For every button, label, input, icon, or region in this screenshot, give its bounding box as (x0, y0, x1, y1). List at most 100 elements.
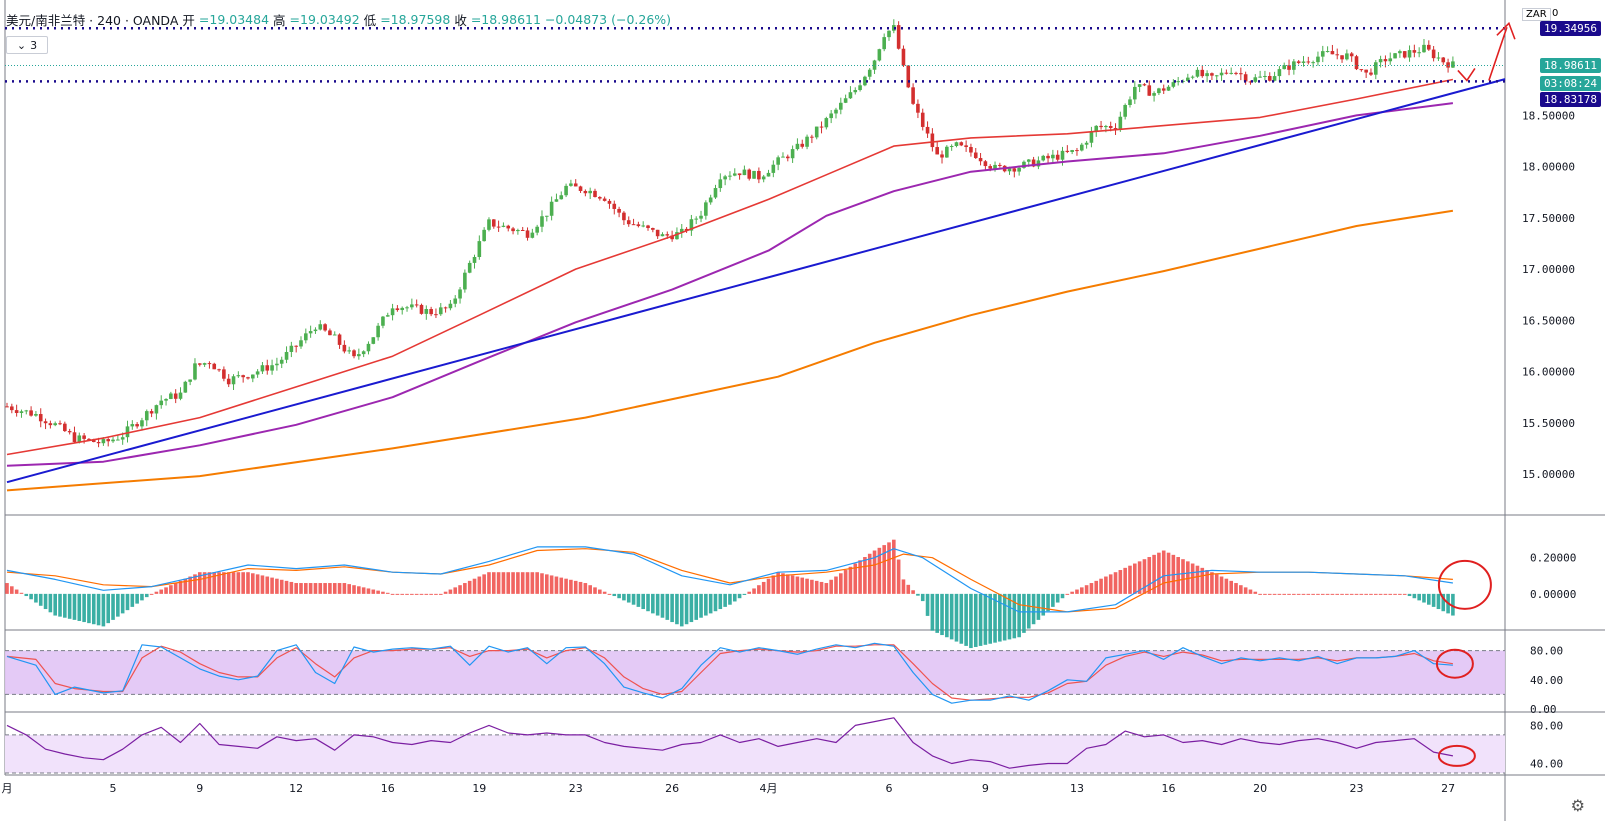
macd-histogram-bar (935, 593, 939, 633)
candle-body (400, 307, 405, 311)
macd-histogram-bar (1210, 572, 1214, 594)
candle-body (251, 374, 255, 379)
macd-histogram-bar (578, 581, 583, 594)
candle-body (694, 218, 699, 220)
candle-body (588, 190, 592, 194)
candle-body (260, 365, 265, 372)
macd-histogram-bar (1229, 580, 1233, 594)
macd-histogram-bar (728, 593, 732, 605)
candle-body (540, 216, 544, 227)
macd-histogram-bar (602, 591, 607, 594)
time-tick-label: 月 (2, 782, 13, 795)
macd-tick-label: 0.00000 (1530, 588, 1576, 601)
macd-histogram-bar (246, 572, 250, 594)
candle-body (357, 354, 361, 357)
candle-body (867, 69, 872, 77)
macd-histogram-bar (1104, 576, 1108, 594)
macd-histogram-bar (419, 593, 424, 595)
macd-histogram-bar (689, 593, 694, 623)
macd-histogram-bar (598, 589, 602, 594)
settings-gear-icon[interactable]: ⚙ (1570, 796, 1585, 815)
candle-body (935, 147, 939, 155)
candle-body (1142, 84, 1147, 86)
macd-histogram-bar (1118, 570, 1123, 594)
candle-body (120, 437, 125, 440)
macd-histogram-bar (988, 593, 993, 644)
collapse-indicators-button[interactable]: ⌄ 3 (6, 36, 48, 54)
macd-histogram-bar (761, 581, 766, 594)
macd-histogram-bar (1335, 593, 1340, 595)
currency-badge[interactable]: ZAR (1522, 8, 1551, 21)
candle-body (10, 406, 14, 411)
chevron-down-icon: ⌄ (16, 38, 27, 52)
macd-histogram-bar (1128, 565, 1132, 594)
candle-body (255, 371, 260, 375)
macd-histogram-bar (1186, 561, 1190, 594)
candle-body (1161, 88, 1166, 91)
macd-histogram-bar (241, 572, 245, 594)
macd-histogram-bar (810, 579, 814, 594)
macd-histogram-bar (1263, 593, 1267, 595)
macd-histogram-bar (477, 576, 482, 594)
macd-histogram-bar (1152, 554, 1156, 594)
macd-histogram-bar (930, 593, 935, 631)
candle-body (1234, 72, 1238, 74)
candle-body (226, 378, 231, 385)
candle-body (82, 435, 86, 439)
candle-body (1084, 142, 1089, 145)
macd-histogram-bar (332, 583, 337, 594)
candle-body (1007, 168, 1012, 172)
candle-body (125, 426, 130, 438)
candle-body (347, 350, 351, 352)
candle-body (747, 169, 752, 179)
macd-histogram-bar (101, 593, 106, 627)
macd-histogram-bar (193, 574, 197, 594)
macd-histogram-bar (63, 593, 67, 618)
candle-body (173, 393, 178, 399)
candle-body (1369, 72, 1373, 75)
macd-histogram-bar (1451, 593, 1455, 616)
candle-body (140, 420, 144, 427)
candle-body (1036, 160, 1041, 167)
macd-histogram-bar (496, 572, 501, 594)
candle-body (410, 304, 414, 308)
stoch-tick-label: 80.00 (1530, 645, 1563, 658)
time-tick-label: 12 (289, 782, 303, 795)
macd-histogram-bar (973, 593, 978, 647)
macd-histogram-bar (800, 577, 805, 594)
trend-line (6, 78, 1506, 484)
candle-body (77, 435, 82, 443)
macd-histogram-bar (1349, 593, 1354, 595)
candle-body (1128, 99, 1132, 105)
candle-body (144, 411, 149, 421)
candle-body (1359, 69, 1364, 71)
candle-body (1431, 49, 1436, 59)
macd-histogram-bar (1017, 593, 1021, 638)
macd-histogram-bar (1195, 565, 1200, 594)
candle-body (525, 230, 530, 238)
candle-body (949, 146, 954, 148)
macd-histogram-bar (443, 591, 448, 594)
candle-body (1243, 74, 1248, 82)
candle-body (197, 363, 202, 365)
macd-histogram-bar (410, 593, 414, 595)
candle-body (520, 229, 525, 231)
macd-histogram-bar (593, 587, 597, 594)
macd-histogram-bar (434, 593, 438, 595)
candle-body (757, 170, 761, 180)
candle-body (313, 329, 318, 332)
time-tick-label: 26 (665, 782, 679, 795)
macd-histogram-bar (1388, 593, 1393, 595)
macd-histogram-bar (458, 585, 462, 594)
candle-body (1407, 50, 1412, 58)
macd-histogram-bar (1065, 593, 1070, 595)
macd-histogram-bar (390, 593, 395, 595)
macd-histogram-bar (781, 573, 785, 594)
candle-body (217, 369, 221, 371)
candle-body (776, 157, 780, 165)
macd-histogram-bar (34, 593, 38, 603)
candle-body (785, 156, 790, 159)
symbol-label[interactable]: 美元/南非兰特 · 240 · OANDA (6, 13, 179, 28)
candle-body (1210, 73, 1214, 76)
